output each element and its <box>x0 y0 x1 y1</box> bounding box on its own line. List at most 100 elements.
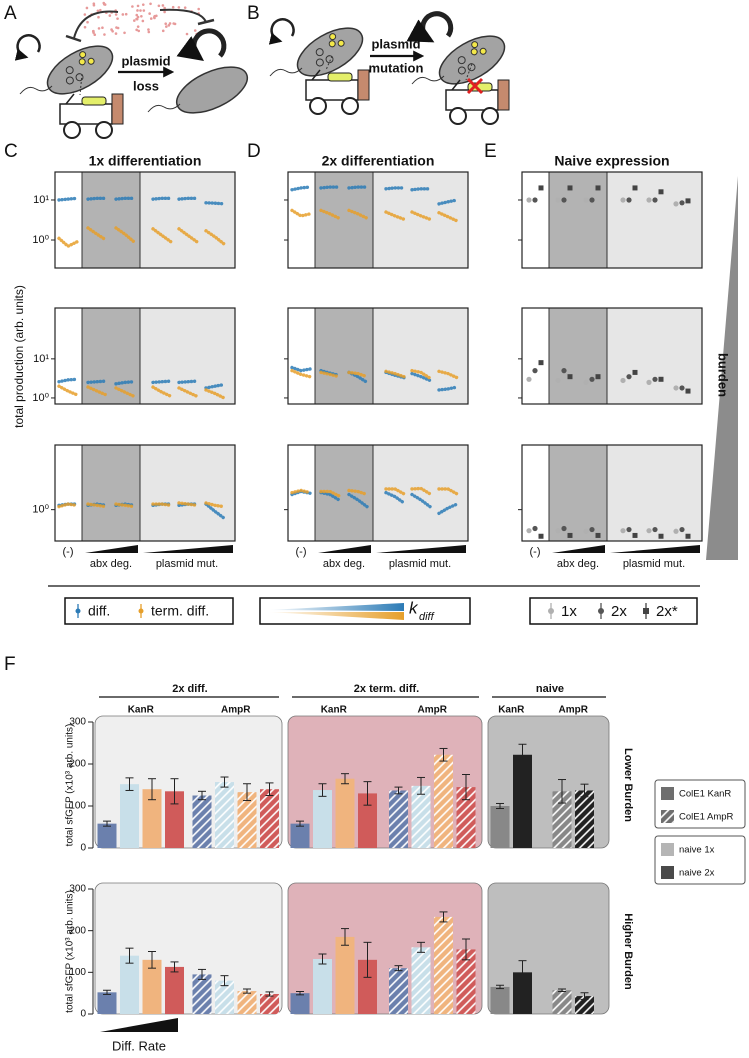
streak <box>410 371 432 383</box>
point <box>583 528 589 534</box>
particle <box>96 9 100 13</box>
bar <box>165 791 184 848</box>
particle <box>157 4 161 8</box>
particle <box>136 4 140 8</box>
panel-label: E <box>484 141 497 162</box>
plot-frame <box>287 444 469 542</box>
plot-frame <box>54 307 236 405</box>
plot-frame <box>521 307 703 405</box>
x-label: abx deg. <box>90 558 132 570</box>
diagram-b: plasmid mutation <box>268 11 513 125</box>
plot-frame <box>287 307 469 405</box>
bar <box>552 990 572 1014</box>
point <box>673 528 679 534</box>
legend-icon <box>598 608 604 614</box>
bar <box>456 787 476 848</box>
legend-label: diff <box>419 611 435 623</box>
subgroup-label: KanR <box>321 705 348 716</box>
bar <box>456 949 476 1014</box>
arrow-label: mutation <box>369 60 424 75</box>
point <box>526 528 532 534</box>
x-label: abx deg. <box>323 558 365 570</box>
y-tick-label: 300 <box>69 717 86 728</box>
point <box>652 376 658 382</box>
streak <box>319 185 341 190</box>
point <box>595 532 601 538</box>
panel-title: Naive expression <box>554 153 669 169</box>
y-axis-title: total production (arb. units) <box>12 285 26 428</box>
particle <box>97 15 100 19</box>
point <box>538 360 544 366</box>
particle <box>163 10 166 14</box>
particle <box>83 13 87 16</box>
particle <box>141 19 145 23</box>
bar <box>335 936 355 1014</box>
panel-label: F <box>4 654 16 675</box>
x-label: plasmid mut. <box>623 558 685 570</box>
particle <box>135 17 138 21</box>
bar <box>358 959 377 1014</box>
region-none <box>522 445 549 541</box>
particle <box>137 29 141 33</box>
point <box>555 528 561 534</box>
particle <box>165 25 168 28</box>
legend-swatch <box>661 787 674 800</box>
bar <box>260 789 279 848</box>
particle <box>101 26 104 30</box>
particle <box>83 25 87 29</box>
streak <box>151 379 173 385</box>
point <box>632 532 638 538</box>
point <box>685 388 691 394</box>
bar <box>120 784 139 848</box>
bar <box>335 778 355 848</box>
bar <box>434 754 453 848</box>
bar <box>513 754 532 848</box>
particle <box>197 7 200 11</box>
particle <box>136 9 139 12</box>
streak <box>437 211 459 223</box>
particle <box>91 29 95 33</box>
region-abx <box>82 445 140 541</box>
bar <box>513 972 532 1014</box>
point <box>567 374 573 380</box>
legend-swatch <box>661 843 674 856</box>
streak <box>290 368 312 379</box>
streak <box>57 196 79 202</box>
streak <box>410 368 432 380</box>
point <box>658 189 664 195</box>
x-label: (-) <box>63 546 74 558</box>
point <box>538 533 544 539</box>
streak <box>410 492 432 509</box>
particle <box>97 27 101 30</box>
particle <box>147 28 150 31</box>
region-plasmid <box>373 308 468 404</box>
panel-title: 2x differentiation <box>322 153 435 169</box>
particle <box>153 16 156 20</box>
streak <box>204 229 226 246</box>
streak <box>290 208 312 218</box>
group-label: 2x diff. <box>172 683 207 695</box>
particle <box>93 33 97 36</box>
bar <box>97 992 117 1014</box>
region-plasmid <box>140 172 235 268</box>
x-axis-title: Diff. Rate <box>112 1038 166 1053</box>
streak <box>437 198 459 206</box>
region-plasmid <box>607 445 702 541</box>
legend-box <box>529 597 698 625</box>
y-tick-label: 100 <box>69 801 86 812</box>
streak <box>86 379 108 385</box>
group-background <box>94 882 283 1015</box>
point <box>561 368 567 374</box>
bar <box>411 947 431 1014</box>
particle <box>193 29 197 32</box>
bar <box>237 991 257 1014</box>
region-plasmid <box>607 172 702 268</box>
streak <box>177 227 199 244</box>
particle <box>133 19 136 22</box>
legend-box <box>654 835 746 885</box>
legend-label: 1x <box>561 603 577 620</box>
point <box>526 197 532 203</box>
streak <box>384 490 406 505</box>
streak <box>410 187 432 192</box>
